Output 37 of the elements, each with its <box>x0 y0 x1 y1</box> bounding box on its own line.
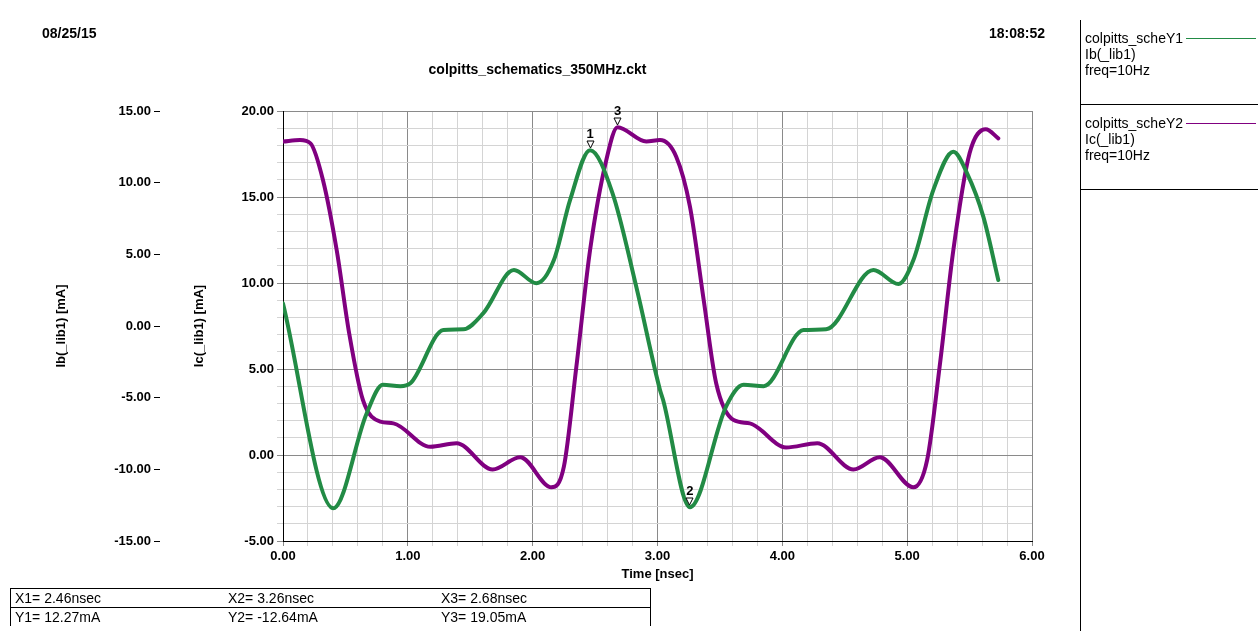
text: X2= 3.26nsec <box>224 588 437 608</box>
legend-label: colpitts_scheY1 Ib(_lib1) freq=10Hz <box>1085 30 1185 78</box>
x-tick-label: 6.00 <box>1019 548 1045 564</box>
text: Y1= 12.27mA <box>10 607 224 626</box>
chart-title: colpitts_schematics_350MHz.ckt <box>427 61 648 77</box>
legend-label: colpitts_scheY2 Ic(_lib1) freq=10Hz <box>1085 115 1185 163</box>
y2-tick-label: 0.00 <box>248 446 274 462</box>
y-tick-label: 15.00 <box>118 102 151 118</box>
text: Y2= -12.64mA <box>224 607 437 626</box>
text: 08/25/15 <box>42 25 97 41</box>
x-tick-label: 4.00 <box>769 548 795 564</box>
y2-tick-label: 20.00 <box>241 102 274 118</box>
x-tick-label: 3.00 <box>644 548 671 564</box>
annotation: 1 <box>586 126 594 142</box>
y2-axis-title: Ic(_lib1) [mA] <box>191 284 207 368</box>
text: X1= 2.46nsec <box>10 588 224 608</box>
text: X3= 2.68nsec <box>437 588 651 608</box>
x-tick-label: 0.00 <box>270 548 296 564</box>
y-tick-label: 5.00 <box>125 245 151 261</box>
y2-tick-label: -5.00 <box>244 532 274 548</box>
x-axis-title: Time [nsec] <box>621 565 694 581</box>
annotation: 2 <box>686 483 694 499</box>
y-tick-label: 10.00 <box>118 174 151 190</box>
x-tick-label: 5.00 <box>894 548 920 564</box>
y-tick-label: -5.00 <box>121 389 151 405</box>
text: 18:08:52 <box>988 25 1045 41</box>
y2-tick-label: 5.00 <box>248 360 274 376</box>
y-tick-label: -15.00 <box>114 532 151 548</box>
x-tick-label: 2.00 <box>520 548 546 564</box>
text: Y3= 19.05mA <box>437 607 651 626</box>
x-tick-label: 1.00 <box>395 548 421 564</box>
y-tick-label: -10.00 <box>114 460 151 476</box>
y-axis-title: Ib(_lib1) [mA] <box>53 284 69 368</box>
annotation: 3 <box>613 103 622 119</box>
y-tick-label: 0.00 <box>125 317 151 333</box>
y2-tick-label: 15.00 <box>241 188 274 204</box>
y2-tick-label: 10.00 <box>241 274 274 290</box>
